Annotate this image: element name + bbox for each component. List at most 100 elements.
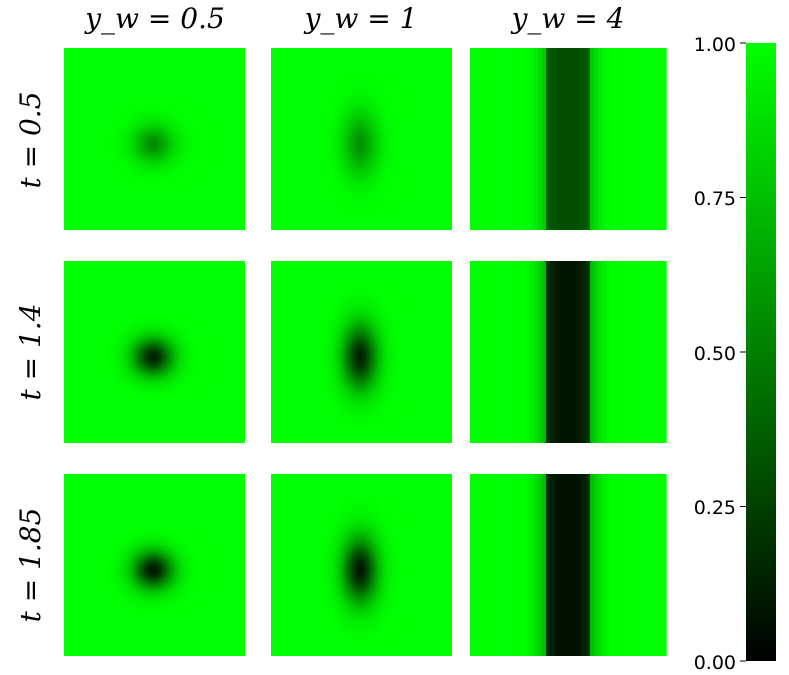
heatmap-cell [638, 48, 643, 230]
heatmap-cell [662, 48, 667, 230]
heatmap-cell [542, 48, 547, 230]
heatmap-cell [594, 474, 599, 656]
heatmap-cell [538, 48, 543, 230]
heatmap-cell [570, 48, 575, 230]
heatmap-cell [658, 474, 663, 656]
heatmap-cell [482, 48, 487, 230]
heatmap-cell [510, 261, 515, 443]
heatmap-cell [554, 474, 559, 656]
heatmap-cell [646, 474, 651, 656]
heatmap-cell [570, 261, 575, 443]
heatmap-cell [558, 261, 563, 443]
heatmap-cell [486, 261, 491, 443]
heatmap-cell [518, 474, 523, 656]
heatmap-cell [614, 474, 619, 656]
heatmap-cell [590, 48, 595, 230]
heatmap-cell [510, 474, 515, 656]
heatmap-cell [602, 474, 607, 656]
heatmap-cell [554, 261, 559, 443]
heatmap-cell [526, 474, 531, 656]
heatmap-cell [650, 261, 655, 443]
heatmap-cell [634, 474, 639, 656]
colorbar-tick-label: 0.00 [694, 652, 736, 674]
heatmap-panel [64, 261, 245, 443]
heatmap-cell [602, 48, 607, 230]
heatmap-cell [522, 474, 527, 656]
heatmap-cell [562, 474, 567, 656]
heatmap-cell [590, 261, 595, 443]
heatmap-cell [526, 48, 531, 230]
heatmap-cell [474, 48, 479, 230]
column-header: y_w = 0.5 [83, 2, 225, 35]
heatmap-cell [578, 48, 583, 230]
heatmap-cell [602, 261, 607, 443]
heatmap-cell [518, 48, 523, 230]
heatmap-cell [650, 48, 655, 230]
heatmap-contour [358, 353, 362, 361]
heatmap-cell [658, 261, 663, 443]
heatmap-cell [514, 474, 519, 656]
heatmap-cell [562, 48, 567, 230]
heatmap-cell [530, 48, 535, 230]
heatmap-cell [642, 48, 647, 230]
heatmap-cell [662, 474, 667, 656]
heatmap-cell [502, 474, 507, 656]
heatmap-cell [594, 48, 599, 230]
heatmap-cell [598, 48, 603, 230]
heatmap-cell [474, 474, 479, 656]
heatmap-cell [486, 474, 491, 656]
colorbar-tick-label: 0.75 [694, 188, 736, 210]
heatmap-cell [514, 48, 519, 230]
heatmap-cell [618, 261, 623, 443]
heatmap-cell [594, 261, 599, 443]
heatmap-cell [474, 261, 479, 443]
heatmap-cell [586, 48, 591, 230]
colorbar-ticks [740, 42, 746, 662]
heatmap-cell [546, 474, 551, 656]
heatmap-cell [558, 48, 563, 230]
heatmap-cell [502, 48, 507, 230]
heatmap-cell [546, 48, 551, 230]
heatmap-cell [478, 474, 483, 656]
heatmap-cell [642, 474, 647, 656]
heatmap-panel [470, 261, 667, 443]
heatmap-cell [646, 261, 651, 443]
heatmap-cell [574, 48, 579, 230]
colorbar-tick-label: 1.00 [694, 34, 736, 56]
heatmap-cell [510, 48, 515, 230]
heatmap-cell [614, 48, 619, 230]
heatmap-cell [642, 261, 647, 443]
heatmap-grid [64, 48, 667, 656]
heatmap-cell [566, 48, 571, 230]
row-header: t = 1.85 [14, 508, 47, 623]
heatmap-cell [538, 261, 543, 443]
heatmap-cell [534, 474, 539, 656]
heatmap-cell [606, 48, 611, 230]
heatmap-cell [478, 48, 483, 230]
heatmap-cell [494, 48, 499, 230]
heatmap-cell [566, 474, 571, 656]
heatmap-cell [554, 48, 559, 230]
heatmap-cell [530, 474, 535, 656]
heatmap-cell [506, 261, 511, 443]
heatmap-cell [646, 48, 651, 230]
heatmap-cell [514, 261, 519, 443]
column-header: y_w = 1 [303, 2, 418, 35]
heatmap-cell [598, 261, 603, 443]
heatmap-contour [150, 568, 156, 572]
heatmap-contour [150, 355, 156, 359]
heatmap-cell [498, 48, 503, 230]
heatmap-cell [574, 474, 579, 656]
heatmap-panel [271, 474, 452, 656]
heatmap-cell [574, 261, 579, 443]
heatmap-cell [550, 48, 555, 230]
column-header: y_w = 4 [510, 2, 625, 35]
heatmap-cell [478, 261, 483, 443]
heatmap-cell [534, 48, 539, 230]
heatmap-cell [586, 261, 591, 443]
heatmap-cell [606, 261, 611, 443]
heatmap-cell [610, 261, 615, 443]
heatmap-cell [622, 261, 627, 443]
heatmap-cell [562, 261, 567, 443]
heatmap-panel [64, 474, 245, 656]
